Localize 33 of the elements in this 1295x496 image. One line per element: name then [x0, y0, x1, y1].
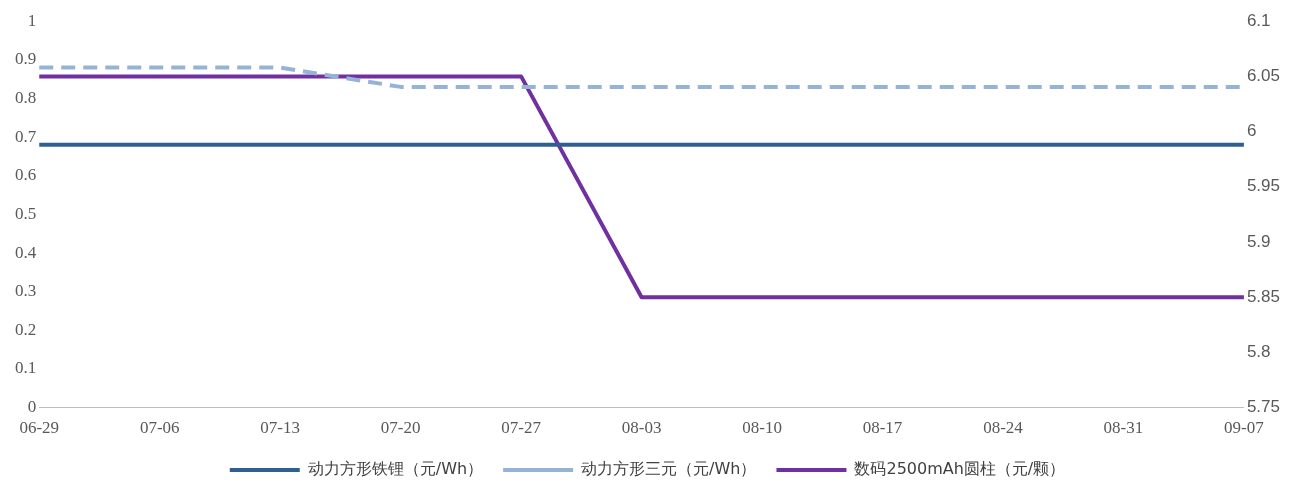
y-tick-label: 0.2 — [15, 319, 37, 339]
legend-label: 动力方形三元（元/Wh） — [581, 459, 757, 479]
x-tick-label: 07-06 — [139, 418, 180, 438]
x-tick-label: 08-17 — [862, 418, 903, 438]
y-tick-label: 0.9 — [15, 49, 37, 69]
y2-tick-label: 5.75 — [1246, 397, 1281, 417]
y-tick-label: 0 — [27, 397, 37, 417]
legend-label: 数码2500mAh圆柱（元/颗） — [854, 459, 1066, 479]
y-tick-label: 0.4 — [15, 242, 37, 262]
y2-tick-label: 5.85 — [1246, 286, 1281, 306]
y2-tick-label: 5.8 — [1246, 342, 1271, 362]
y-tick-label: 0.3 — [15, 281, 37, 301]
x-tick-label: 07-20 — [380, 418, 421, 438]
x-tick-label: 08-10 — [742, 418, 782, 438]
y-tick-label: 0.1 — [15, 358, 37, 378]
y2-tick-label: 5.9 — [1246, 231, 1271, 251]
x-tick-label: 06-29 — [19, 418, 60, 438]
y-tick-label: 1 — [27, 10, 37, 30]
y-tick-label: 0.5 — [15, 203, 37, 223]
y-tick-label: 0.8 — [15, 87, 37, 107]
y2-tick-label: 6.1 — [1246, 10, 1271, 30]
x-tick-label: 08-24 — [983, 418, 1024, 438]
y-tick-label: 0.7 — [15, 126, 37, 146]
legend-label: 动力方形铁锂（元/Wh） — [307, 459, 484, 479]
y2-tick-label: 6 — [1246, 121, 1257, 141]
x-tick-label: 09-07 — [1224, 418, 1265, 438]
x-tick-label: 07-27 — [501, 418, 542, 438]
x-tick-label: 08-31 — [1103, 418, 1144, 438]
y2-tick-label: 6.05 — [1246, 66, 1281, 86]
x-tick-label: 07-13 — [260, 418, 301, 438]
y2-tick-label: 5.95 — [1246, 176, 1281, 196]
y-tick-label: 0.6 — [15, 165, 37, 185]
x-tick-label: 08-03 — [621, 418, 662, 438]
